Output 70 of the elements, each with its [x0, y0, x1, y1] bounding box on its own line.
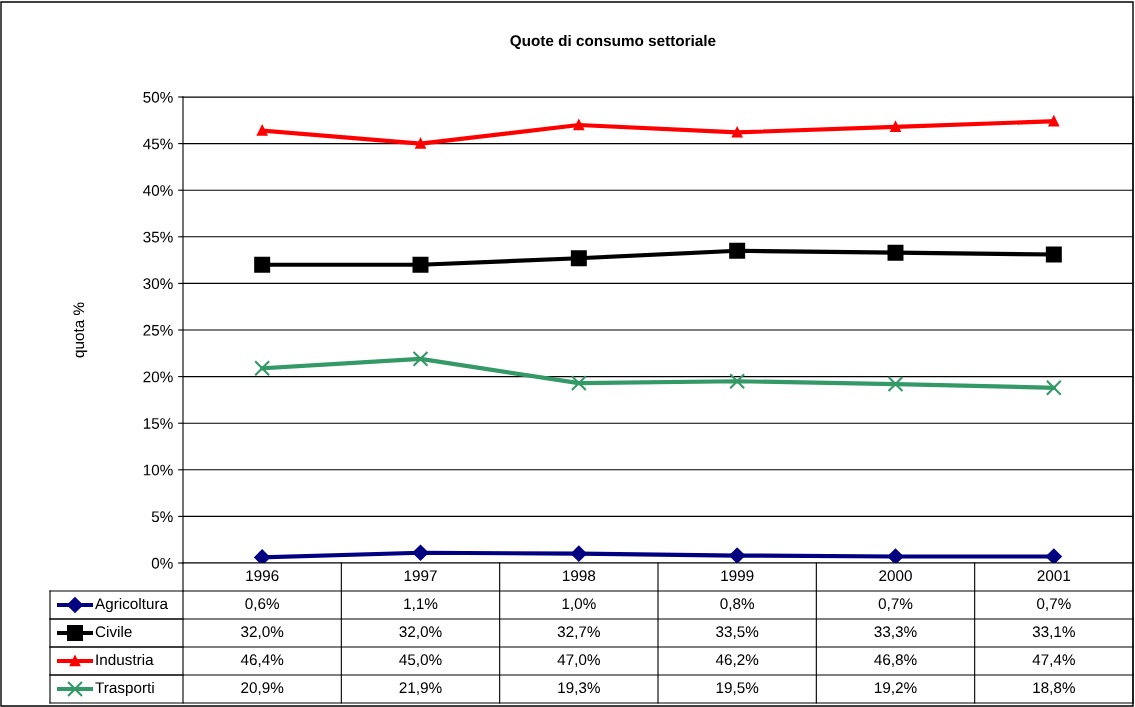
data-label: 19,3%: [558, 682, 600, 695]
data-label: 33,1%: [1032, 626, 1075, 639]
y-tick-label: 50%: [143, 91, 173, 103]
y-tick-label: 40%: [143, 185, 173, 196]
data-label: 45,0%: [399, 654, 442, 667]
data-label: 33,5%: [716, 626, 759, 639]
point: [887, 376, 904, 393]
data-label: 19,2%: [875, 682, 917, 695]
x-tick-label: 2001: [1037, 570, 1071, 582]
data-label: 19,5%: [716, 682, 759, 695]
legend-label: Trasporti: [95, 681, 154, 697]
y-tick-label: 20%: [143, 371, 173, 383]
data-label: 0,7%: [878, 598, 913, 611]
data-label: 21,9%: [399, 682, 442, 695]
y-tick-label: 0%: [151, 557, 173, 569]
y-tick-label: 5%: [151, 511, 173, 523]
point: [887, 548, 904, 563]
y-tick-label: 15%: [143, 418, 173, 429]
data-label: 47,4%: [1032, 654, 1075, 667]
data-label: 32,0%: [241, 626, 284, 639]
x-tick-label: 2000: [879, 570, 912, 582]
data-label: 0,7%: [1037, 598, 1071, 611]
data-label: 0,6%: [245, 598, 280, 611]
legend-label: Agricoltura: [95, 597, 169, 613]
data-label: 46,8%: [874, 654, 917, 667]
x-tick-label: 1997: [404, 570, 437, 582]
point: [570, 545, 587, 562]
point: [570, 375, 587, 392]
point: [729, 547, 746, 563]
y-axis-title: quota %: [73, 302, 88, 358]
x-tick-label: 1996: [246, 570, 279, 582]
point: [254, 360, 271, 377]
data-label: 47,0%: [557, 654, 600, 667]
data-label: 46,4%: [240, 654, 284, 667]
data-label: 1,1%: [404, 598, 438, 611]
y-tick-label: 10%: [143, 464, 173, 476]
legend-label: Civile: [95, 625, 132, 638]
point: [412, 544, 429, 561]
point: [412, 256, 429, 273]
y-tick-label: 45%: [143, 138, 173, 150]
x-tick-label: 1999: [721, 570, 754, 582]
legend-label: Industria: [96, 653, 154, 666]
data-label: 32,7%: [557, 626, 600, 639]
x-tick-label: 1998: [563, 570, 596, 582]
point: [731, 127, 743, 138]
data-label: 32,0%: [399, 626, 442, 639]
point: [573, 119, 585, 131]
data-label: 1,0%: [562, 598, 596, 611]
data-label: 0,8%: [720, 598, 755, 611]
point: [412, 350, 429, 367]
point: [1045, 246, 1062, 263]
data-label: 33,3%: [874, 626, 917, 639]
point: [570, 250, 587, 267]
data-label: 18,8%: [1033, 682, 1075, 695]
y-tick-label: 35%: [143, 231, 173, 243]
data-label: 20,9%: [241, 682, 284, 695]
point: [729, 242, 746, 259]
point: [254, 256, 271, 273]
point: [1045, 379, 1062, 396]
point: [256, 125, 268, 136]
point: [1045, 548, 1062, 563]
point: [415, 138, 426, 149]
chart-title: Quote di consumo settoriale: [510, 34, 716, 49]
y-tick-label: 30%: [143, 278, 173, 290]
y-tick-label: 25%: [143, 324, 173, 336]
point: [729, 373, 746, 390]
point: [887, 244, 904, 261]
point: [254, 549, 271, 563]
data-label: 46,2%: [715, 654, 759, 667]
point: [890, 121, 901, 133]
